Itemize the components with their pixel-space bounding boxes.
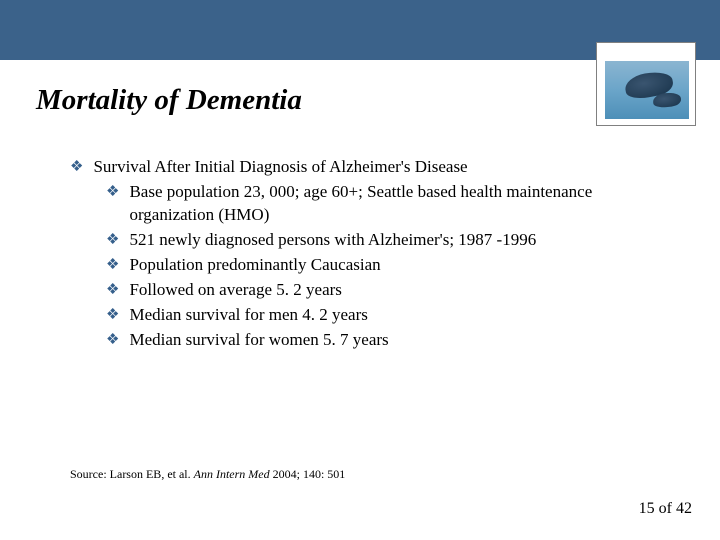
sub-point-text: Population predominantly Caucasian [129,254,670,277]
whales-icon [605,61,689,119]
sub-point-text: Median survival for women 5. 7 years [129,329,670,352]
main-point-text: Survival After Initial Diagnosis of Alzh… [93,156,670,179]
page-current: 15 [639,500,655,517]
slide-title: Mortality of Dementia [36,84,302,117]
page-sep: of [655,500,676,517]
sub-point-text: Median survival for men 4. 2 years [129,304,670,327]
sub-point-text: Base population 23, 000; age 60+; Seattl… [129,181,670,227]
diamond-bullet-icon: ❖ [106,229,119,252]
decorative-image-frame [596,42,696,126]
page-indicator: 15 of 42 [639,500,692,518]
diamond-bullet-icon: ❖ [106,304,119,327]
list-item: ❖ Survival After Initial Diagnosis of Al… [70,156,670,179]
diamond-bullet-icon: ❖ [106,254,119,277]
sub-point-text: Followed on average 5. 2 years [129,279,670,302]
diamond-bullet-icon: ❖ [106,181,119,204]
diamond-bullet-icon: ❖ [70,156,83,179]
list-item: ❖ Median survival for women 5. 7 years [106,329,670,352]
page-total: 42 [676,500,692,517]
diamond-bullet-icon: ❖ [106,329,119,352]
slide-content: ❖ Survival After Initial Diagnosis of Al… [70,156,670,354]
diamond-bullet-icon: ❖ [106,279,119,302]
sub-point-text: 521 newly diagnosed persons with Alzheim… [129,229,670,252]
list-item: ❖ Median survival for men 4. 2 years [106,304,670,327]
list-item: ❖ 521 newly diagnosed persons with Alzhe… [106,229,670,252]
source-journal: Ann Intern Med [194,467,273,481]
list-item: ❖ Followed on average 5. 2 years [106,279,670,302]
list-item: ❖ Population predominantly Caucasian [106,254,670,277]
source-citation: Source: Larson EB, et al. Ann Intern Med… [70,467,345,482]
source-suffix: 2004; 140: 501 [273,467,346,481]
source-prefix: Source: Larson EB, et al. [70,467,194,481]
list-item: ❖ Base population 23, 000; age 60+; Seat… [106,181,670,227]
